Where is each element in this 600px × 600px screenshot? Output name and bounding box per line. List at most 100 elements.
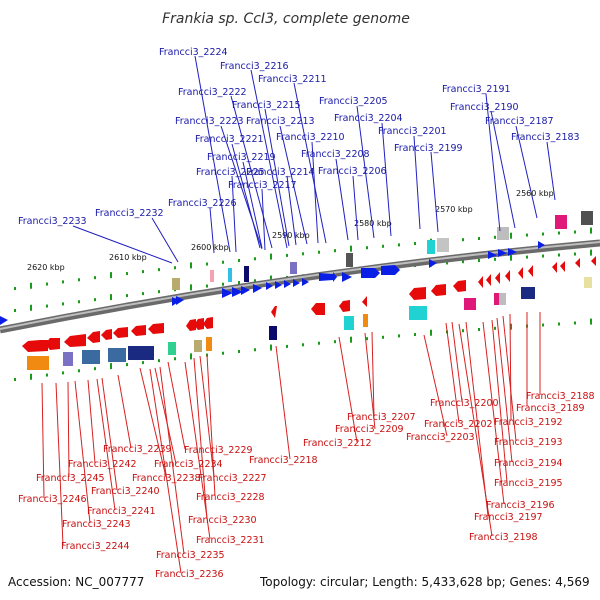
- gene-arrow[interactable]: [505, 270, 510, 282]
- gene-label[interactable]: Francci3_2201: [378, 126, 447, 137]
- feature-block[interactable]: [228, 268, 232, 282]
- gene-label[interactable]: Francci3_2206: [318, 166, 387, 177]
- feature-block[interactable]: [499, 293, 506, 305]
- gene-arrow[interactable]: [113, 327, 128, 338]
- gene-arrow[interactable]: [186, 319, 196, 331]
- gene-arrow[interactable]: [575, 258, 580, 268]
- gene-arrow[interactable]: [131, 325, 146, 336]
- gene-label[interactable]: Francci3_2183: [511, 132, 580, 143]
- gene-arrow[interactable]: [591, 256, 596, 266]
- gene-arrow[interactable]: [552, 262, 557, 273]
- gene-label[interactable]: Francci3_2205: [319, 96, 388, 107]
- gene-label[interactable]: Francci3_2218: [249, 455, 318, 466]
- gene-label[interactable]: Francci3_2233: [18, 216, 87, 227]
- gene-label[interactable]: Francci3_2225: [196, 167, 265, 178]
- feature-block[interactable]: [194, 340, 202, 352]
- gene-arrow[interactable]: [478, 276, 483, 288]
- gene-arrow[interactable]: [0, 316, 8, 325]
- feature-block[interactable]: [346, 253, 353, 267]
- gene-label[interactable]: Francci3_2236: [155, 569, 224, 580]
- gene-label[interactable]: Francci3_2223: [175, 116, 244, 127]
- gene-arrow[interactable]: [253, 284, 262, 293]
- gene-label[interactable]: Francci3_2212: [303, 438, 372, 449]
- gene-label[interactable]: Francci3_2244: [61, 541, 130, 552]
- gene-arrow[interactable]: [508, 248, 517, 256]
- gene-arrow[interactable]: [275, 281, 282, 289]
- gene-label[interactable]: Francci3_2245: [36, 473, 105, 484]
- feature-block[interactable]: [584, 277, 592, 288]
- feature-block[interactable]: [172, 278, 180, 290]
- gene-label[interactable]: Francci3_2189: [516, 403, 585, 414]
- gene-label[interactable]: Francci3_2213: [246, 116, 315, 127]
- gene-label[interactable]: Francci3_2228: [196, 492, 265, 503]
- gene-label[interactable]: Francci3_2203: [406, 432, 475, 443]
- gene-arrow[interactable]: [339, 300, 350, 312]
- gene-label[interactable]: Francci3_2199: [394, 143, 463, 154]
- feature-block[interactable]: [427, 240, 435, 254]
- feature-block[interactable]: [581, 211, 593, 225]
- feature-block[interactable]: [210, 270, 214, 282]
- feature-block[interactable]: [168, 342, 176, 355]
- gene-label[interactable]: Francci3_2240: [91, 486, 160, 497]
- gene-label[interactable]: Francci3_2221: [195, 134, 264, 145]
- feature-block[interactable]: [363, 314, 368, 327]
- gene-arrow[interactable]: [176, 296, 184, 305]
- gene-arrow[interactable]: [45, 338, 60, 350]
- gene-label[interactable]: Francci3_2204: [334, 113, 403, 124]
- gene-label[interactable]: Francci3_2215: [232, 100, 301, 111]
- feature-block[interactable]: [63, 352, 73, 366]
- feature-block[interactable]: [82, 350, 100, 364]
- gene-label[interactable]: Francci3_2192: [494, 417, 563, 428]
- feature-block[interactable]: [108, 348, 126, 362]
- gene-label[interactable]: Francci3_2243: [62, 519, 131, 530]
- gene-arrow[interactable]: [302, 278, 309, 286]
- gene-label[interactable]: Francci3_2202: [424, 419, 493, 430]
- gene-arrow[interactable]: [101, 329, 112, 340]
- gene-label[interactable]: Francci3_2231: [196, 535, 265, 546]
- gene-label[interactable]: Francci3_2216: [220, 61, 289, 72]
- gene-label[interactable]: Francci3_2197: [474, 512, 543, 523]
- gene-arrow[interactable]: [538, 241, 545, 249]
- gene-label[interactable]: Francci3_2191: [442, 84, 511, 95]
- gene-arrow[interactable]: [560, 261, 565, 272]
- gene-arrow[interactable]: [22, 340, 48, 352]
- gene-label[interactable]: Francci3_2246: [18, 494, 87, 505]
- gene-arrow[interactable]: [429, 259, 437, 268]
- gene-label[interactable]: Francci3_2200: [430, 398, 499, 409]
- gene-label[interactable]: Francci3_2190: [450, 102, 519, 113]
- gene-label[interactable]: Francci3_2209: [335, 424, 404, 435]
- gene-arrow[interactable]: [342, 272, 352, 282]
- gene-arrow[interactable]: [409, 287, 426, 300]
- feature-block[interactable]: [464, 298, 476, 310]
- gene-arrow[interactable]: [319, 272, 337, 282]
- gene-label[interactable]: Francci3_2187: [485, 116, 554, 127]
- gene-label[interactable]: Francci3_2242: [68, 459, 137, 470]
- gene-arrow[interactable]: [232, 287, 243, 297]
- gene-arrow[interactable]: [222, 288, 233, 298]
- gene-arrow[interactable]: [293, 279, 300, 287]
- gene-label[interactable]: Francci3_2210: [276, 132, 345, 143]
- gene-arrow[interactable]: [148, 323, 164, 334]
- gene-arrow[interactable]: [203, 317, 213, 329]
- gene-label[interactable]: Francci3_2217: [228, 180, 297, 191]
- gene-arrow[interactable]: [495, 272, 500, 284]
- gene-arrow[interactable]: [431, 284, 446, 296]
- feature-block[interactable]: [290, 262, 297, 274]
- feature-block[interactable]: [494, 293, 499, 305]
- gene-arrow[interactable]: [87, 331, 100, 343]
- gene-arrow[interactable]: [381, 265, 400, 275]
- gene-arrow[interactable]: [362, 296, 367, 307]
- feature-block[interactable]: [128, 346, 140, 360]
- gene-arrow[interactable]: [284, 280, 291, 288]
- gene-arrow[interactable]: [194, 318, 204, 330]
- gene-label[interactable]: Francci3_2211: [258, 74, 327, 85]
- feature-block[interactable]: [437, 238, 449, 252]
- gene-label[interactable]: Francci3_2239: [103, 444, 172, 455]
- gene-label[interactable]: Francci3_2235: [156, 550, 225, 561]
- gene-arrow[interactable]: [266, 282, 273, 290]
- gene-label[interactable]: Francci3_2232: [95, 208, 164, 219]
- gene-arrow[interactable]: [518, 267, 523, 279]
- feature-block[interactable]: [555, 215, 567, 229]
- feature-block[interactable]: [497, 227, 509, 240]
- gene-label[interactable]: Francci3_2188: [526, 391, 595, 402]
